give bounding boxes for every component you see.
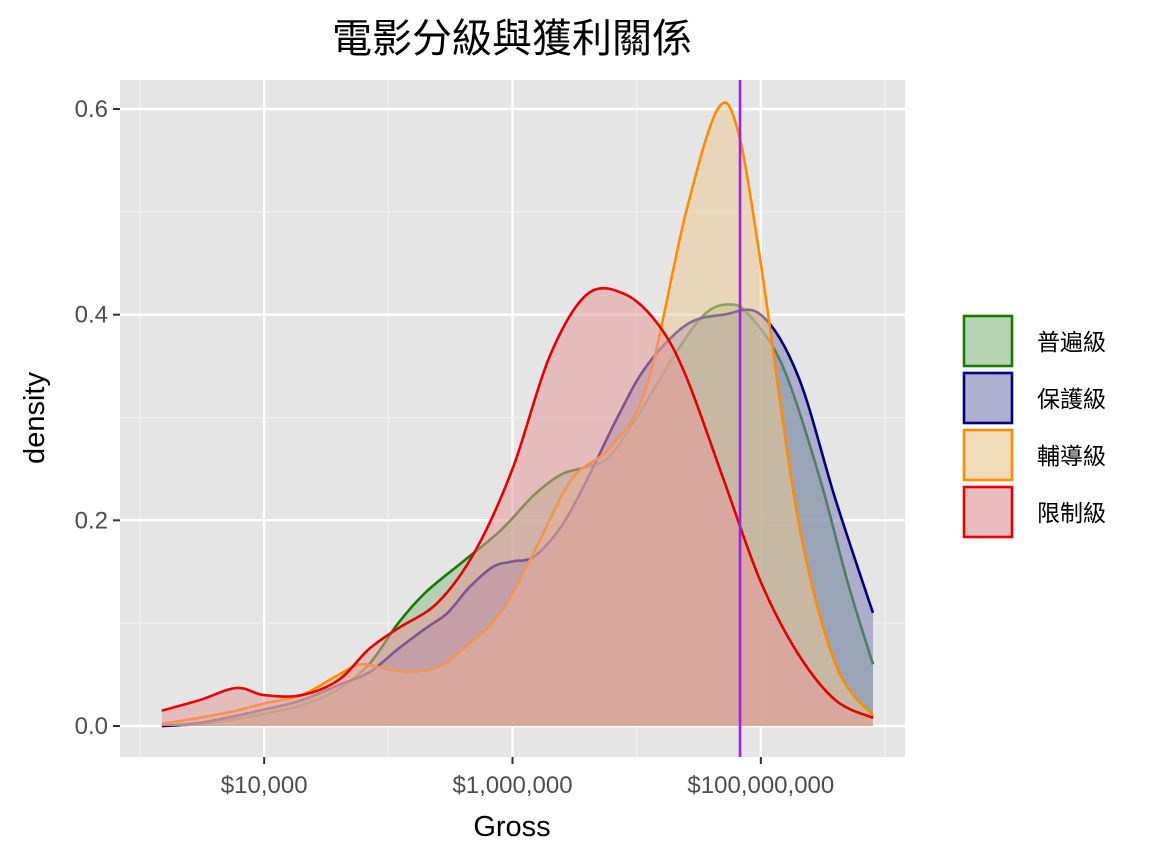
chart-title: 電影分級與獲利關係 xyxy=(332,16,692,62)
legend-key xyxy=(962,485,1014,539)
x-axis: $10,000 $1,000,000 $100,000,000 xyxy=(221,757,834,799)
legend-key xyxy=(962,371,1014,425)
legend-label: 限制級 xyxy=(1037,501,1106,527)
x-tick-label: $1,000,000 xyxy=(452,772,572,799)
legend-key xyxy=(962,314,1014,368)
y-tick-label: 0.6 xyxy=(75,96,108,123)
legend-label: 保護級 xyxy=(1037,387,1106,413)
x-tick-label: $100,000,000 xyxy=(687,772,834,799)
legend-label: 普遍級 xyxy=(1037,330,1106,356)
density-area-4 xyxy=(161,288,873,726)
x-axis-title: Gross xyxy=(473,811,550,843)
y-tick-label: 0.4 xyxy=(75,302,108,329)
y-tick-label: 0.2 xyxy=(75,507,108,534)
y-axis: 0.0 0.2 0.4 0.6 xyxy=(75,96,120,740)
y-tick-label: 0.0 xyxy=(75,713,108,740)
legend-key xyxy=(962,428,1014,482)
density-line-4 xyxy=(161,286,874,720)
density-areas xyxy=(161,101,875,728)
x-tick-label: $10,000 xyxy=(221,772,308,799)
y-axis-title: density xyxy=(19,372,51,464)
legend-label: 輔導級 xyxy=(1037,444,1106,470)
